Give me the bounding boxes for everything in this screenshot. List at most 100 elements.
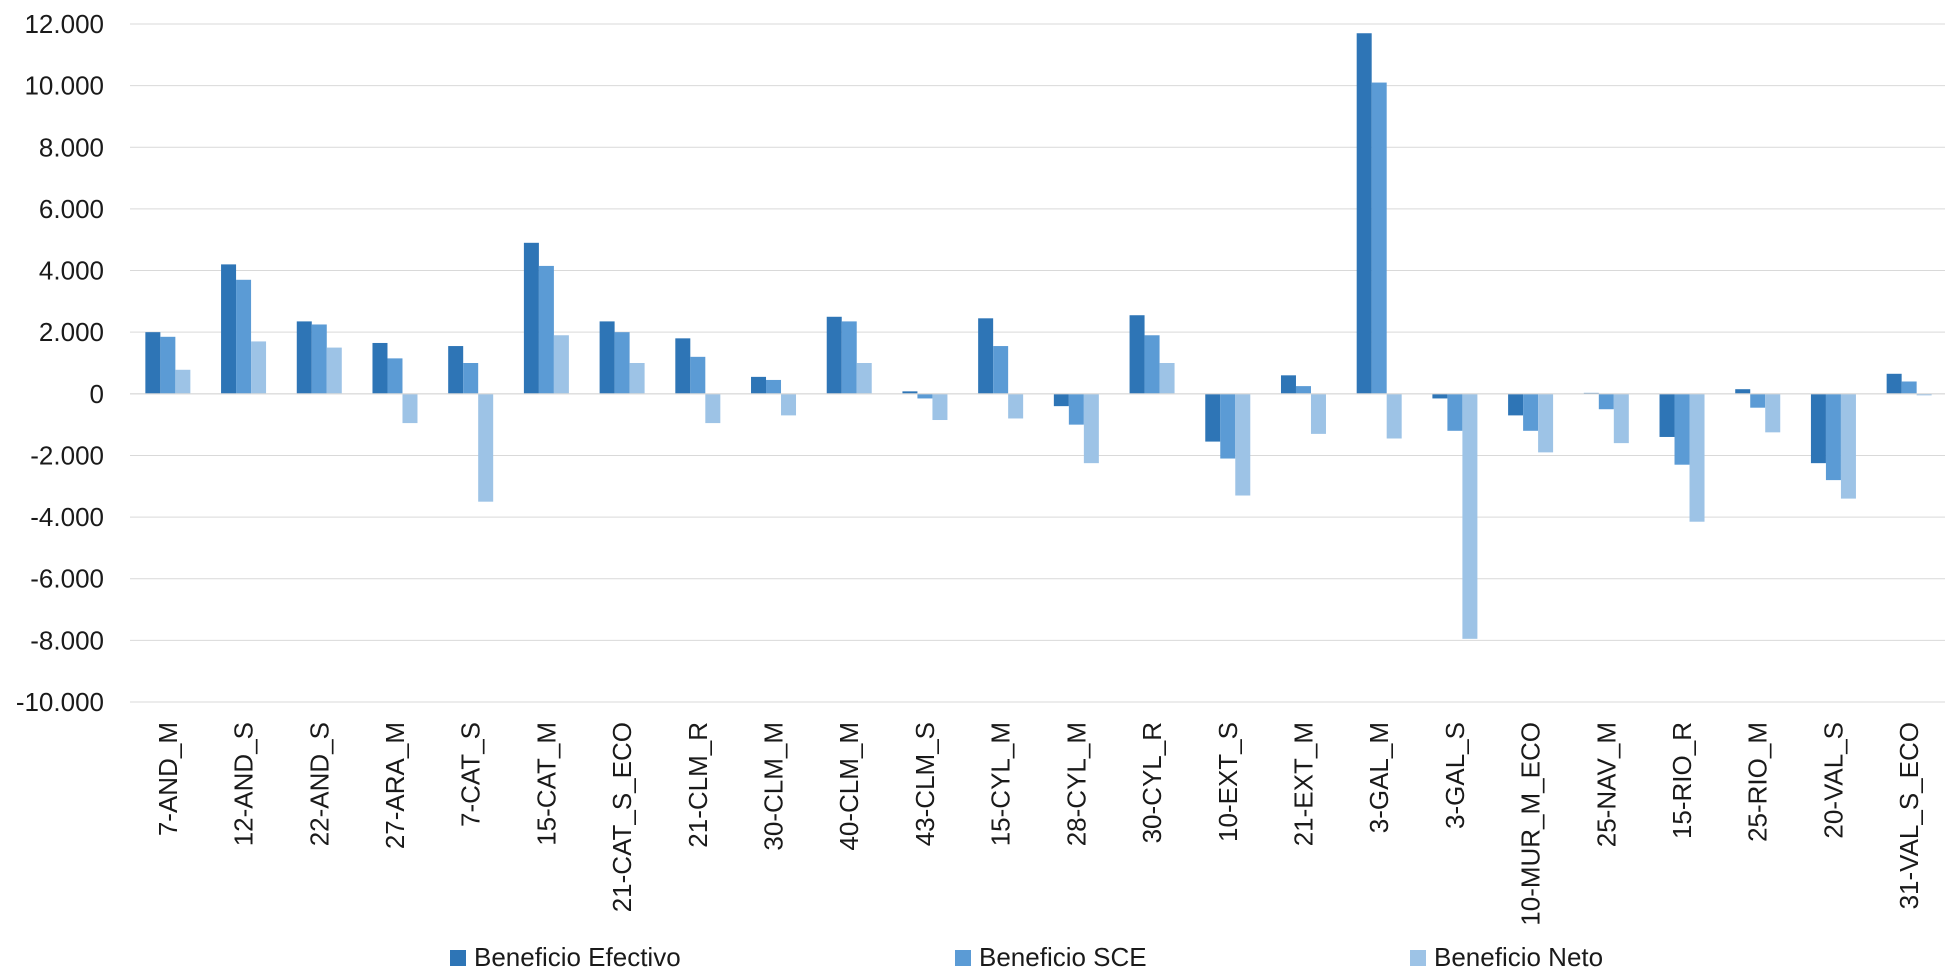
y-tick-label: -10.000 (16, 687, 104, 717)
bar (826, 316, 842, 394)
x-tick-label: 10-EXT_S (1213, 722, 1243, 842)
bar (1008, 393, 1024, 419)
bar (553, 335, 569, 394)
y-tick-label: 12.000 (24, 9, 104, 39)
legend-swatch (955, 950, 971, 966)
x-tick-label: 21-CAT_S_ECO (607, 722, 637, 912)
legend-swatch (1410, 950, 1426, 966)
x-tick-label: 40-CLM_M (834, 722, 864, 851)
bar (1083, 393, 1099, 464)
bar (1205, 393, 1221, 442)
bar (1750, 393, 1766, 408)
bar (599, 321, 615, 394)
x-tick-label: 20-VAL_S (1818, 722, 1848, 839)
y-tick-label: -2.000 (30, 440, 104, 470)
x-tick-label: 21-CLM_R (683, 722, 713, 848)
bar (326, 347, 342, 394)
bar (1144, 335, 1160, 394)
bar (978, 318, 994, 394)
bar (1432, 393, 1448, 399)
bar (1810, 393, 1826, 464)
bar (1523, 393, 1539, 431)
bar (856, 363, 872, 394)
bar (311, 324, 327, 394)
bar (1598, 393, 1614, 410)
bar (463, 363, 479, 394)
bar (1280, 375, 1296, 394)
bar (1765, 393, 1781, 433)
y-tick-label: 6.000 (39, 194, 104, 224)
bar (478, 393, 494, 502)
bar (523, 242, 539, 394)
bar (1508, 393, 1524, 416)
bar (1386, 393, 1402, 439)
x-tick-label: 3-GAL_M (1364, 722, 1394, 833)
bar (1310, 393, 1326, 434)
bar (932, 393, 948, 421)
bar (145, 332, 161, 394)
bar (296, 321, 312, 394)
bar (1735, 389, 1751, 394)
bar (705, 393, 721, 424)
bar (1220, 393, 1236, 459)
bar (675, 338, 691, 394)
bar (1613, 393, 1629, 444)
x-tick-label: 3-GAL_S (1440, 722, 1470, 829)
bar (1447, 393, 1463, 431)
x-tick-label: 15-CYL_M (986, 722, 1016, 846)
bar (781, 393, 797, 416)
y-tick-label: 4.000 (39, 256, 104, 286)
y-tick-label: 8.000 (39, 132, 104, 162)
x-tick-label: 7-CAT_S (456, 722, 486, 827)
bar (236, 279, 252, 394)
y-tick-label: -6.000 (30, 564, 104, 594)
bar (1840, 393, 1856, 499)
x-tick-label: 31-VAL_S_ECO (1894, 722, 1924, 909)
bar (538, 265, 554, 394)
bar (1371, 82, 1387, 394)
bar (1689, 393, 1705, 522)
bar (1053, 393, 1069, 407)
legend-label: Beneficio Efectivo (474, 942, 681, 972)
bar (1068, 393, 1084, 425)
y-tick-label: 10.000 (24, 71, 104, 101)
x-tick-label: 30-CLM_M (759, 722, 789, 851)
bar (221, 264, 237, 394)
bar (448, 346, 464, 394)
bar (1235, 393, 1251, 496)
x-tick-label: 27-ARA_M (380, 722, 410, 849)
bar (372, 342, 388, 394)
legend-swatch (450, 950, 466, 966)
bar (917, 393, 933, 399)
x-tick-label: 10-MUR_M_ECO (1516, 722, 1546, 926)
x-tick-label: 30-CYL_R (1137, 722, 1167, 843)
bar (841, 321, 857, 394)
bar (1538, 393, 1554, 453)
bar (251, 341, 267, 394)
bar (766, 379, 782, 394)
x-tick-label: 22-AND_S (304, 722, 334, 846)
x-tick-label: 21-EXT_M (1288, 722, 1318, 846)
bar (402, 393, 418, 424)
x-tick-label: 15-RIO_R (1667, 722, 1697, 839)
bar (1901, 381, 1917, 394)
x-tick-label: 25-NAV_M (1591, 722, 1621, 847)
x-tick-label: 25-RIO_M (1743, 722, 1773, 842)
x-tick-label: 7-AND_M (153, 722, 183, 836)
bar (690, 356, 706, 394)
legend-label: Beneficio Neto (1434, 942, 1603, 972)
x-tick-label: 15-CAT_M (531, 722, 561, 846)
y-tick-label: 0 (90, 379, 104, 409)
bar (160, 336, 176, 394)
y-tick-label: 2.000 (39, 317, 104, 347)
legend-label: Beneficio SCE (979, 942, 1147, 972)
bar (1356, 33, 1372, 394)
bar (387, 358, 403, 394)
bar (1825, 393, 1841, 481)
bar (1674, 393, 1690, 465)
bar (629, 363, 645, 394)
bar (1129, 315, 1145, 394)
y-tick-label: -4.000 (30, 502, 104, 532)
